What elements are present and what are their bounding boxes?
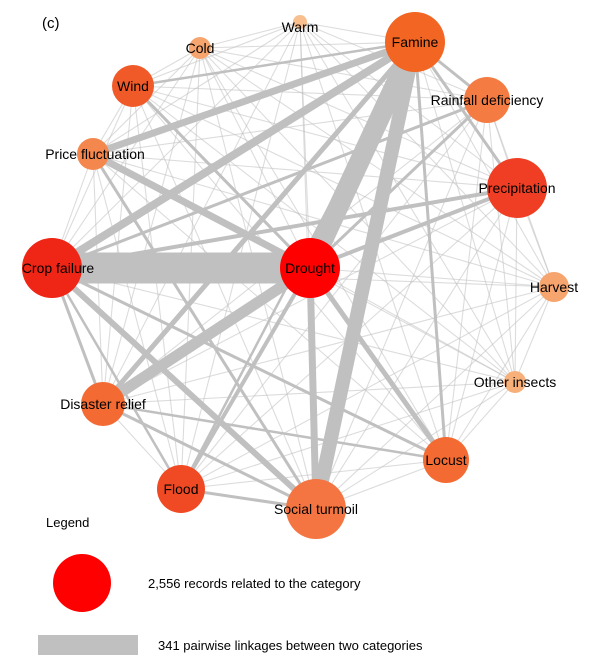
edge-warm-crop-failure xyxy=(51,21,301,269)
node-label-famine: Famine xyxy=(392,34,439,50)
node-label-crop-failure: Crop failure xyxy=(22,260,95,276)
edge-warm-cold xyxy=(199,21,301,49)
edge-cold-rainfall-deficiency xyxy=(199,47,488,101)
edge-harvest-other-insects xyxy=(514,286,555,383)
node-flood xyxy=(157,465,205,513)
edge-disaster-relief-famine xyxy=(101,40,417,406)
node-famine xyxy=(385,12,445,72)
node-label-precipitation: Precipitation xyxy=(478,180,555,196)
edge-rainfall-deficiency-social-turmoil xyxy=(315,99,488,510)
node-label-drought: Drought xyxy=(285,260,335,276)
node-disaster-relief xyxy=(81,382,125,426)
node-label-harvest: Harvest xyxy=(530,279,578,295)
node-other-insects xyxy=(504,371,526,393)
legend-edge-text: 341 pairwise linkages between two catego… xyxy=(158,638,423,653)
edge-wind-flood xyxy=(132,85,182,490)
edge-wind-social-turmoil xyxy=(132,85,317,510)
node-drought xyxy=(280,238,340,298)
edge-crop-failure-locust xyxy=(51,266,447,462)
edge-precipitation-locust xyxy=(445,187,518,461)
node-warm xyxy=(293,15,307,29)
legend-title: Legend xyxy=(46,515,89,530)
node-label-disaster-relief: Disaster relief xyxy=(60,396,146,412)
edge-famine-harvest xyxy=(414,41,555,288)
node-label-flood: Flood xyxy=(163,481,198,497)
edge-rainfall-deficiency-other-insects xyxy=(486,99,516,383)
edge-crop-failure-flood xyxy=(50,267,183,490)
edge-wind-famine xyxy=(132,40,416,88)
edge-harvest-locust xyxy=(445,286,555,461)
node-label-cold: Cold xyxy=(186,40,215,56)
edge-famine-other-insects xyxy=(414,41,516,383)
node-wind xyxy=(112,65,154,107)
edge-crop-failure-social-turmoil xyxy=(49,265,319,512)
edge-harvest-flood xyxy=(180,286,555,490)
edge-drought-other-insects xyxy=(309,267,516,383)
legend: Legend 2,556 records related to the cate… xyxy=(38,515,423,655)
node-locust xyxy=(423,437,469,483)
edge-disaster-relief-locust xyxy=(102,402,447,462)
edge-drought-flood xyxy=(179,266,312,491)
edge-famine-drought xyxy=(300,37,425,273)
edge-disaster-relief-drought xyxy=(99,263,314,409)
edge-price-fluctuation-famine xyxy=(91,38,417,158)
node-cold xyxy=(189,37,211,59)
edge-drought-locust xyxy=(307,266,449,462)
node-layer xyxy=(22,12,569,539)
edge-price-fluctuation-flood xyxy=(92,153,182,490)
node-social-turmoil xyxy=(286,479,346,539)
node-precipitation xyxy=(487,158,547,218)
edge-famine-social-turmoil xyxy=(309,40,422,511)
edge-wind-precipitation xyxy=(132,85,518,189)
edge-wind-rainfall-deficiency xyxy=(132,85,488,101)
edge-rainfall-deficiency-drought xyxy=(308,98,489,270)
edge-precipitation-social-turmoil xyxy=(315,187,518,510)
edge-drought-precipitation xyxy=(309,186,518,270)
legend-node-text: 2,556 records related to the category xyxy=(148,576,361,591)
edge-cold-disaster-relief xyxy=(102,47,201,405)
edge-cold-drought xyxy=(199,47,311,269)
edge-famine-locust xyxy=(413,41,448,461)
edge-crop-failure-rainfall-deficiency xyxy=(51,98,488,270)
edge-cold-harvest xyxy=(199,47,555,288)
legend-node-symbol xyxy=(53,554,111,612)
panel-label: (c) xyxy=(42,15,60,32)
node-harvest xyxy=(539,272,569,302)
node-label-warm: Warm xyxy=(282,19,319,35)
edge-layer xyxy=(49,21,555,512)
node-label-social-turmoil: Social turmoil xyxy=(274,501,358,517)
edge-drought-social-turmoil xyxy=(306,267,320,510)
node-label-wind: Wind xyxy=(117,78,149,94)
node-label-other-insects: Other insects xyxy=(474,374,556,390)
edge-wind-drought xyxy=(131,84,312,270)
edge-wind-crop-failure xyxy=(51,85,134,269)
node-price-fluctuation xyxy=(77,138,109,170)
edge-warm-wind xyxy=(132,21,301,87)
label-layer: Famine Warm Cold Wind Price fluctuation Rainf… xyxy=(22,19,578,517)
node-label-rainfall-deficiency: Rainfall deficiency xyxy=(431,92,544,108)
node-crop-failure xyxy=(22,238,82,298)
node-label-price-fluctuation: Price fluctuation xyxy=(45,146,145,162)
edge-disaster-relief-social-turmoil xyxy=(102,402,317,511)
node-label-locust: Locust xyxy=(425,452,466,468)
edge-crop-failure-famine xyxy=(49,38,418,272)
edge-warm-other-insects xyxy=(299,21,516,383)
edge-harvest-social-turmoil xyxy=(315,286,555,510)
node-rainfall-deficiency xyxy=(464,77,510,123)
legend-edge-symbol xyxy=(38,635,138,655)
edge-price-fluctuation-locust xyxy=(92,153,447,461)
edge-price-fluctuation-drought xyxy=(91,150,312,272)
